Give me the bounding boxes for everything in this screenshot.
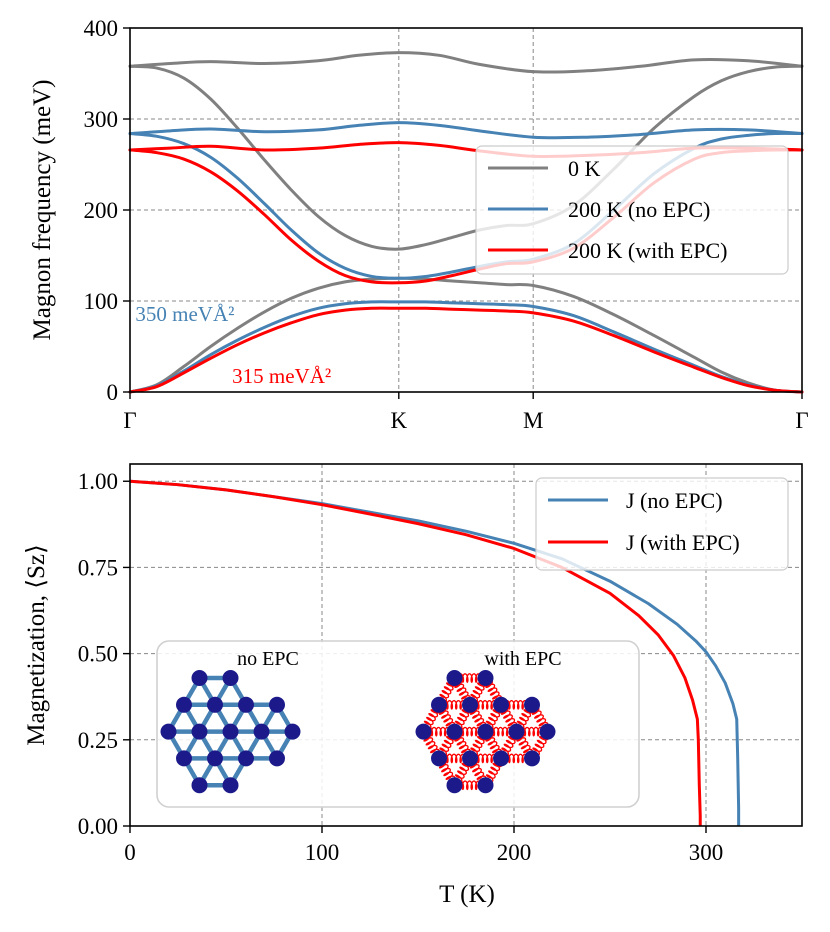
bottom-xtick-label-1: 100 xyxy=(305,840,340,865)
top-legend-box xyxy=(475,145,789,275)
bottom-y-axis-title: Magnetization, ⟨Sz⟩ xyxy=(23,544,50,745)
bottom-axes-frame xyxy=(129,463,803,827)
lattice-atom-3 xyxy=(462,696,478,713)
annotation-no-epc-stiffness: 350 meVÅ² xyxy=(135,302,234,326)
bottom-xtick-label-2: 200 xyxy=(497,840,532,865)
band-structure-panel: 0 100 200 300 400 Γ K M Γ Magnon frequency (meV… xyxy=(29,16,809,433)
bottom-ytick-label-4: 1.00 xyxy=(78,469,118,494)
top-ytick-label-4: 400 xyxy=(84,16,119,41)
band-line-s2-b0 xyxy=(128,306,804,394)
lattice-atom-15 xyxy=(191,777,208,794)
lattice-atom-2 xyxy=(176,696,192,713)
top-xtick-label-1: K xyxy=(390,408,407,433)
legend-label-200k-with-epc: 200 K (with EPC) xyxy=(568,238,728,263)
bottom-x-ticks: 0 100 200 300 xyxy=(124,826,723,865)
band-line-s1-b2 xyxy=(128,121,804,140)
lattice-atom-2 xyxy=(431,696,447,713)
lattice-atom-0 xyxy=(446,670,463,686)
lattice-atom-14 xyxy=(524,750,540,767)
lattice-atom-7 xyxy=(446,723,463,740)
legend-label-j-no-epc: J (no EPC) xyxy=(626,488,723,513)
bottom-xtick-label-3: 300 xyxy=(689,840,724,865)
band-line-s0-b0 xyxy=(128,276,804,394)
honeycomb-lattice-no-epc xyxy=(160,670,301,794)
bottom-legend: J (no EPC) J (with EPC) xyxy=(535,477,789,571)
top-series xyxy=(128,51,804,394)
lattice-atom-16 xyxy=(222,777,239,794)
lattice-atom-9 xyxy=(508,723,525,740)
lattice-atom-8 xyxy=(477,723,494,740)
lattice-atom-6 xyxy=(415,723,432,740)
lattice-atom-10 xyxy=(539,723,556,740)
top-legend: 0 K 200 K (no EPC) 200 K (with EPC) xyxy=(475,145,789,275)
lattice-atom-1 xyxy=(477,670,494,686)
lattice-atom-11 xyxy=(176,750,192,767)
bottom-ytick-label-2: 0.50 xyxy=(78,642,118,667)
bottom-ytick-label-0: 0.00 xyxy=(78,814,118,839)
bottom-ytick-label-1: 0.25 xyxy=(78,728,118,753)
top-xtick-label-2: M xyxy=(523,408,543,433)
lattice-atom-0 xyxy=(191,670,208,686)
lattice-atom-5 xyxy=(269,696,285,713)
lattice-atom-8 xyxy=(222,723,239,740)
lattice-atom-11 xyxy=(431,750,447,767)
lattice-atom-4 xyxy=(238,696,254,713)
lattice-atom-9 xyxy=(253,723,270,740)
top-ytick-label-0: 0 xyxy=(107,380,119,405)
lattice-atom-14 xyxy=(269,750,285,767)
lattice-atom-12 xyxy=(207,750,223,767)
legend-label-200k-no-epc: 200 K (no EPC) xyxy=(568,197,710,222)
lattice-atom-16 xyxy=(477,777,494,794)
band-line-s1-b0 xyxy=(128,300,804,394)
band-line-s0-b1 xyxy=(128,64,804,251)
magnetization-panel: no EPC with EPC 0.00 0.25 0.50 0.75 1.00 0 10… xyxy=(23,463,803,908)
lattice-atom-5 xyxy=(524,696,540,713)
lattice-atom-15 xyxy=(446,777,463,794)
bottom-x-axis-title: T (K) xyxy=(439,881,495,908)
legend-label-j-with-epc: J (with EPC) xyxy=(626,530,740,555)
bottom-y-ticks: 0.00 0.25 0.50 0.75 1.00 xyxy=(78,469,130,839)
top-ytick-label-2: 200 xyxy=(84,198,119,223)
honeycomb-lattice-with-epc xyxy=(415,670,556,794)
annotation-with-epc-stiffness: 315 meVÅ² xyxy=(232,364,331,388)
lattice-atom-1 xyxy=(222,670,239,686)
bottom-series xyxy=(129,479,741,826)
top-xtick-label-3: Γ xyxy=(795,408,808,433)
top-y-axis-title: Magnon frequency (meV) xyxy=(29,79,56,340)
top-y-ticks: 0 100 200 300 400 xyxy=(84,16,130,405)
lattice-atom-6 xyxy=(160,723,177,740)
inset-label-no-epc: no EPC xyxy=(237,648,299,670)
lattice-atom-7 xyxy=(191,723,208,740)
lattice-atom-10 xyxy=(284,723,301,740)
lattice-atom-13 xyxy=(493,750,509,767)
lattice-atom-12 xyxy=(462,750,478,767)
lattice-inset: no EPC with EPC xyxy=(156,640,640,808)
top-ytick-label-1: 100 xyxy=(84,289,119,314)
lattice-atom-3 xyxy=(207,696,223,713)
bottom-ytick-label-3: 0.75 xyxy=(78,555,118,580)
magnetization-line-1 xyxy=(129,479,702,826)
lattice-atom-4 xyxy=(493,696,509,713)
legend-label-0k: 0 K xyxy=(568,156,601,181)
band-line-s0-b2 xyxy=(128,51,804,74)
inset-label-with-epc: with EPC xyxy=(484,648,561,670)
top-ytick-label-3: 300 xyxy=(84,107,119,132)
top-xtick-label-0: Γ xyxy=(123,408,136,433)
bottom-xtick-label-0: 0 xyxy=(124,840,136,865)
lattice-atom-13 xyxy=(238,750,254,767)
